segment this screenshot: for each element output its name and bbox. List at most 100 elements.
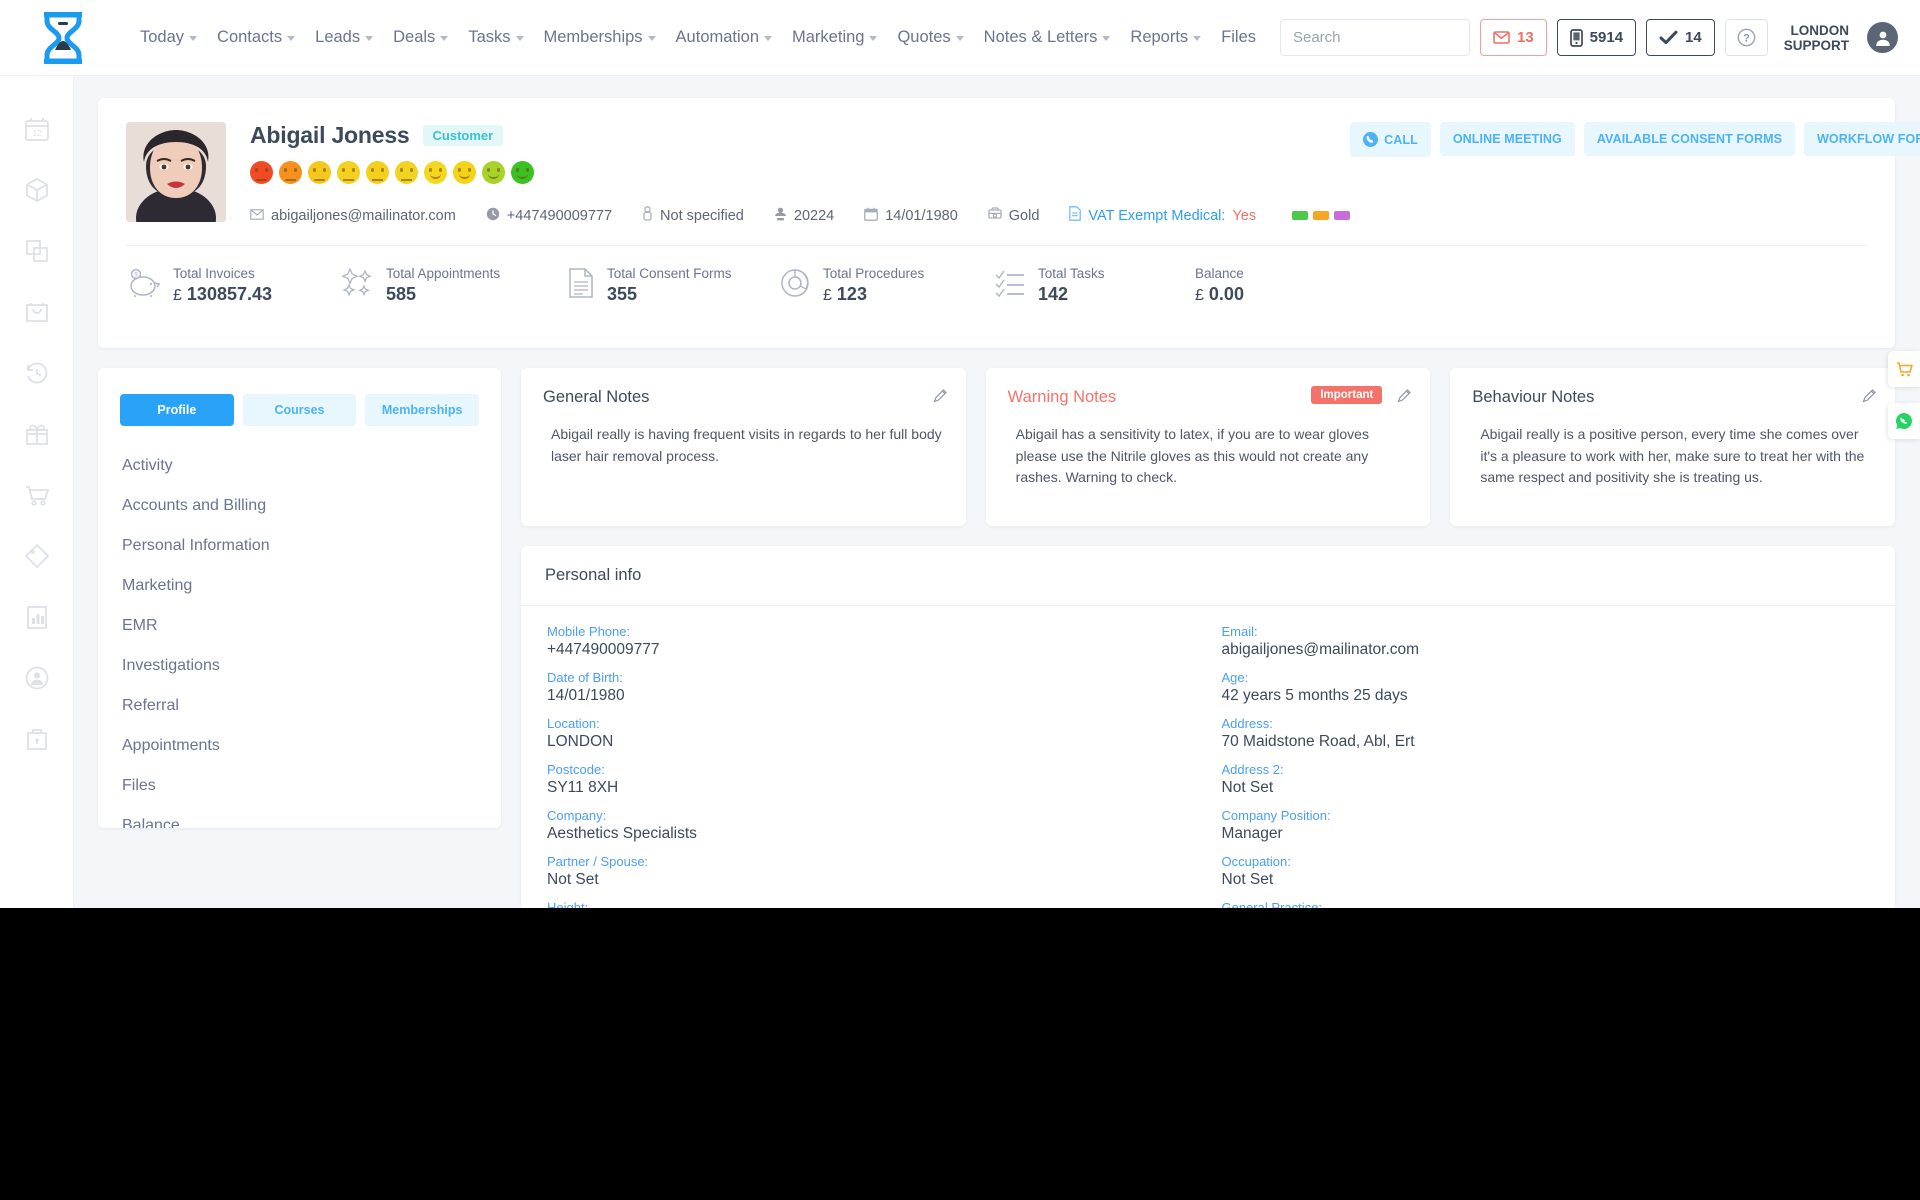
nav-item-label: Automation — [675, 28, 760, 46]
sidebar-item-gifts[interactable] — [24, 421, 50, 447]
satisfaction-face-6[interactable] — [395, 161, 418, 184]
nav-item-automation[interactable]: Automation — [666, 22, 782, 53]
field-label: Location: — [547, 716, 600, 731]
user-avatar[interactable] — [1867, 22, 1898, 53]
floating-whatsapp-button[interactable] — [1888, 403, 1920, 439]
floating-cart-button[interactable] — [1888, 351, 1920, 387]
sidebar-item-shop[interactable] — [24, 482, 50, 508]
chevron-down-icon — [764, 36, 773, 41]
satisfaction-face-8[interactable] — [453, 161, 476, 184]
note-edit-button[interactable] — [933, 388, 948, 408]
profile-menu-item-label: Marketing — [122, 577, 193, 594]
nav-item-contacts[interactable]: Contacts — [207, 22, 305, 53]
satisfaction-face-9[interactable] — [482, 161, 505, 184]
stat-number: 585 — [386, 284, 417, 304]
pencil-icon — [933, 389, 947, 403]
nav-item-reports[interactable]: Reports — [1120, 22, 1211, 53]
top-navigation-bar: Today Contacts Leads Deals Tasks Members… — [0, 0, 1920, 76]
profile-menu-item-label: Personal Information — [122, 537, 270, 554]
tab-profile[interactable]: Profile — [120, 394, 234, 426]
face-mouth — [430, 174, 441, 179]
satisfaction-face-5[interactable] — [366, 161, 389, 184]
profile-menu-item-appointments[interactable]: Appointments — [98, 726, 501, 766]
profile-menu-item-label: Activity — [122, 457, 173, 474]
app-logo[interactable] — [25, 7, 100, 69]
avatar[interactable] — [126, 122, 226, 222]
satisfaction-face-1[interactable] — [250, 161, 273, 184]
face-eyes — [458, 168, 471, 172]
satisfaction-face-3[interactable] — [308, 161, 331, 184]
sidebar-item-calendar[interactable]: 12 — [24, 116, 50, 142]
satisfaction-face-2[interactable] — [279, 161, 302, 184]
calendar-icon — [864, 207, 879, 225]
patient-info-person-id: 20224 — [774, 207, 834, 225]
nav-item-label: Tasks — [468, 28, 511, 46]
action-online-meeting-button[interactable]: ONLINE MEETING — [1439, 122, 1575, 156]
nav-item-label: Deals — [393, 28, 436, 46]
nav-item-notes-letters[interactable]: Notes & Letters — [974, 22, 1121, 53]
chevron-down-icon — [287, 36, 296, 41]
sparkles-icon — [341, 267, 373, 303]
profile-menu-item-accounts-and-billing[interactable]: Accounts and Billing — [98, 486, 501, 526]
search-input[interactable] — [1280, 29, 1504, 46]
profile-menu-item-investigations[interactable]: Investigations — [98, 646, 501, 686]
action-workflow-form-button[interactable]: WORKFLOW FORM — [1804, 122, 1920, 156]
stat-text: Total Appointments 585 — [386, 266, 500, 305]
tasks-counter[interactable]: 14 — [1646, 19, 1715, 56]
profile-menu-item-personal-information[interactable]: Personal Information — [98, 526, 501, 566]
action-call-button[interactable]: CALL — [1350, 122, 1431, 157]
face-eyes — [516, 168, 529, 172]
satisfaction-face-4[interactable] — [337, 161, 360, 184]
satisfaction-face-7[interactable] — [424, 161, 447, 184]
sidebar-item-reports[interactable] — [24, 604, 50, 630]
chevron-down-icon — [365, 36, 374, 41]
nav-item-deals[interactable]: Deals — [383, 22, 458, 53]
nav-item-leads[interactable]: Leads — [305, 22, 383, 53]
nav-item-files[interactable]: Files — [1211, 22, 1266, 53]
profile-menu-item-files[interactable]: Files — [98, 766, 501, 806]
sms-counter[interactable]: 5914 — [1556, 19, 1637, 56]
unread-mail-counter[interactable]: 13 — [1479, 19, 1547, 56]
note-body: Abigail really is a positive person, eve… — [1480, 426, 1865, 486]
satisfaction-rating[interactable] — [250, 161, 1350, 184]
nav-item-memberships[interactable]: Memberships — [534, 22, 666, 53]
note-body: Abigail has a sensitivity to latex, if y… — [1015, 426, 1369, 486]
sidebar-item-copy[interactable] — [24, 238, 50, 264]
vat-exempt-field[interactable]: VAT Exempt Medical: Yes — [1069, 206, 1256, 225]
sidebar-item-history[interactable] — [24, 360, 50, 386]
profile-menu-item-emr[interactable]: EMR — [98, 606, 501, 646]
profile-menu-item-referral[interactable]: Referral — [98, 686, 501, 726]
action-available-consent-forms-button[interactable]: AVAILABLE CONSENT FORMS — [1583, 122, 1796, 156]
sidebar-item-security[interactable] — [24, 726, 50, 752]
svg-text:?: ? — [1743, 33, 1750, 45]
patient-summary: Abigail Joness Customer — [250, 122, 1351, 225]
help-button[interactable]: ? — [1724, 19, 1768, 56]
nav-item-quotes[interactable]: Quotes — [887, 22, 973, 53]
field-value: Not Set — [547, 871, 599, 888]
note-edit-button[interactable] — [1862, 388, 1877, 408]
sidebar-item-products[interactable] — [24, 177, 50, 203]
tab-memberships[interactable]: Memberships — [365, 394, 480, 426]
sidebar-item-inbox[interactable] — [24, 299, 50, 325]
profile-menu-item-label: Files — [122, 777, 156, 794]
nav-item-today[interactable]: Today — [130, 22, 207, 53]
nav-item-tasks[interactable]: Tasks — [458, 22, 533, 53]
face-mouth — [517, 174, 528, 179]
note-title: Behaviour Notes — [1472, 388, 1595, 406]
profile-menu-item-balance[interactable]: Balance — [98, 806, 501, 828]
nav-item-marketing[interactable]: Marketing — [782, 22, 887, 53]
profile-menu-item-label: Referral — [122, 697, 179, 714]
search-container — [1279, 19, 1524, 56]
profile-menu-item-activity[interactable]: Activity — [98, 446, 501, 486]
satisfaction-face-10[interactable] — [511, 161, 534, 184]
personal-info-left-column: Mobile Phone: +447490009777 Date of Birt… — [547, 624, 1197, 908]
sidebar-item-offers[interactable] — [24, 543, 50, 569]
sidebar-item-account[interactable] — [24, 665, 50, 691]
stat-label: Total Tasks — [1038, 266, 1105, 281]
note-edit-button[interactable] — [1397, 388, 1412, 408]
personal-info-card: Personal info Mobile Phone: +44749000977… — [521, 546, 1895, 908]
field-general-practice: General Practice: — [1222, 900, 1872, 908]
tab-courses[interactable]: Courses — [242, 394, 357, 426]
chevron-down-icon — [1102, 36, 1111, 41]
profile-menu-item-marketing[interactable]: Marketing — [98, 566, 501, 606]
